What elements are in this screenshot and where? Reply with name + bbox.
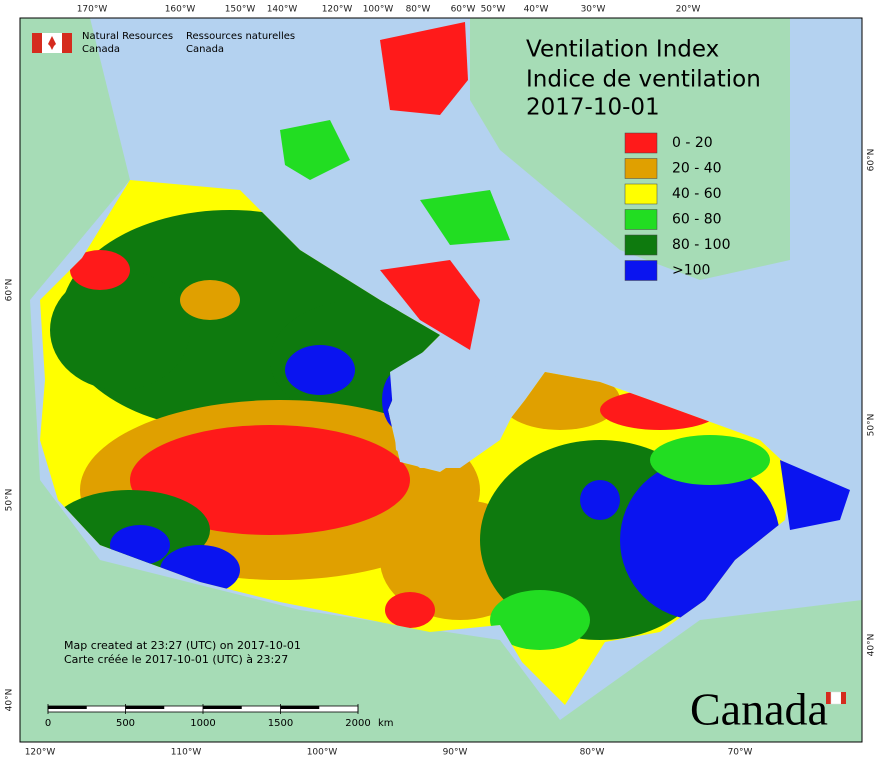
title: Indice de ventilation <box>526 67 761 93</box>
longitude-label: 50°W <box>481 5 506 15</box>
longitude-label: 140°W <box>267 5 298 15</box>
legend-label: 60 - 80 <box>672 212 722 228</box>
scale-label: 500 <box>116 718 135 729</box>
legend-swatch <box>624 132 658 154</box>
ellesmere <box>380 22 468 115</box>
longitude-label: 70°W <box>728 748 753 758</box>
wordmark: Canada <box>690 684 828 735</box>
latitude-label: 40°N <box>867 634 877 657</box>
scale-segment <box>203 706 242 709</box>
note: Carte créée le 2017-10-01 (UTC) à 23:27 <box>64 653 288 666</box>
latitude-label: 50°N <box>5 489 15 512</box>
longitude-label: 120°W <box>322 5 353 15</box>
title: Ventilation Index <box>526 37 719 63</box>
legend-label: 80 - 100 <box>672 237 731 253</box>
longitude-label: 120°W <box>25 748 56 758</box>
longitude-label: 100°W <box>363 5 394 15</box>
longitude-label: 80°W <box>580 748 605 758</box>
flag-logo <box>32 33 72 53</box>
land-outside <box>20 18 862 742</box>
longitude-label: 30°W <box>581 5 606 15</box>
scale-label: 1000 <box>190 718 215 729</box>
hudson-bay <box>390 342 520 468</box>
legend-label: 20 - 40 <box>672 161 722 177</box>
longitude-label: 90°W <box>443 748 468 758</box>
legend-swatch <box>624 260 658 281</box>
agency: Natural Resources <box>82 31 173 42</box>
legend-swatch <box>624 234 658 256</box>
legend-label: >100 <box>672 263 710 279</box>
latitude-label: 60°N <box>5 279 15 302</box>
longitude-label: 110°W <box>171 748 202 758</box>
scale-label: 0 <box>45 718 51 729</box>
longitude-label: 60°W <box>451 5 476 15</box>
longitude-label: 150°W <box>225 5 256 15</box>
note: Map created at 23:27 (UTC) on 2017-10-01 <box>64 639 301 652</box>
longitude-label: 160°W <box>165 5 196 15</box>
legend-swatch <box>624 183 658 205</box>
latitude-label: 50°N <box>867 414 877 437</box>
legend-label: 40 - 60 <box>672 186 722 202</box>
longitude-label: 80°W <box>406 5 431 15</box>
island <box>280 120 350 180</box>
scale-label: 2000 <box>345 718 370 729</box>
wordmark-flag <box>826 691 846 705</box>
legend-swatch <box>624 209 658 230</box>
frame <box>19 17 863 743</box>
newfoundland <box>780 460 850 530</box>
scale-segment <box>48 706 87 709</box>
latitude-label: 40°N <box>5 689 15 712</box>
baffin <box>380 260 480 350</box>
longitude-label: 170°W <box>77 5 108 15</box>
agency: Canada <box>186 44 224 55</box>
longitude-label: 100°W <box>307 748 338 758</box>
legend-swatch <box>624 158 658 179</box>
agency: Canada <box>82 44 120 55</box>
longitude-label: 40°W <box>524 5 549 15</box>
island <box>420 190 510 245</box>
legend-label: 0 - 20 <box>672 135 713 151</box>
scale-label: 1500 <box>268 718 293 729</box>
longitude-label: 20°W <box>676 5 701 15</box>
scale-unit: km <box>378 718 394 729</box>
scale-segment <box>280 706 320 709</box>
scale-segment <box>125 706 165 709</box>
latitude-label: 60°N <box>867 149 877 172</box>
agency: Ressources naturelles <box>186 31 295 42</box>
title: 2017-10-01 <box>526 95 660 121</box>
